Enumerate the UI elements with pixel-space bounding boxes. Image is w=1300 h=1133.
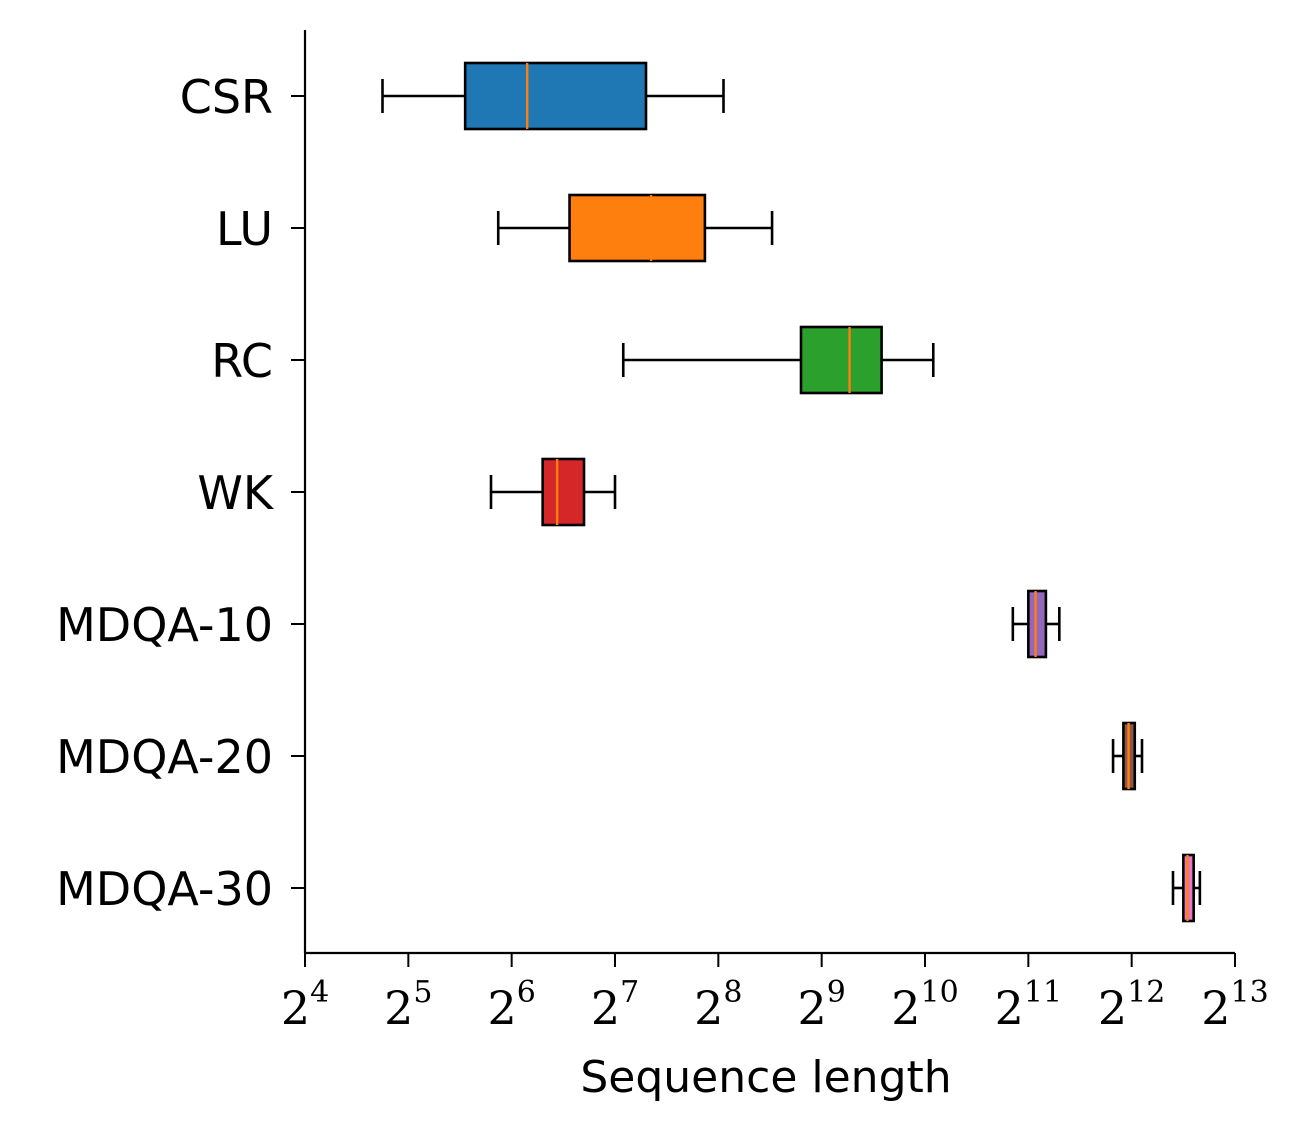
x-tick-label: 212 (1098, 975, 1165, 1035)
iqr-box (463, 61, 648, 131)
box-RC (621, 325, 935, 395)
axes-layer (291, 30, 1236, 967)
y-tick-label: WK (197, 466, 274, 520)
y-tick-label: MDQA-20 (56, 730, 273, 784)
x-tick-label: 24 (281, 975, 329, 1035)
iqr-box (799, 325, 883, 395)
x-tick-label: 26 (487, 975, 535, 1035)
x-tick-label: 28 (694, 975, 742, 1035)
y-tick-label: MDQA-10 (56, 598, 273, 652)
x-tick-label: 25 (384, 975, 432, 1035)
x-tick-label: 213 (1201, 975, 1268, 1035)
iqr-box (1027, 589, 1048, 659)
iqr-box (541, 457, 586, 527)
y-tick-label: RC (211, 334, 273, 388)
x-tick-label: 29 (797, 975, 845, 1035)
boxes-layer (381, 61, 1202, 923)
x-tick-label: 211 (995, 975, 1062, 1035)
x-axis-title: Sequence length (580, 1052, 951, 1103)
box-MDQA-30 (1171, 853, 1202, 923)
box-MDQA-10 (1011, 589, 1061, 659)
box-CSR (381, 61, 725, 131)
y-tick-label: CSR (180, 70, 273, 124)
box-MDQA-20 (1111, 721, 1144, 791)
y-tick-label: MDQA-30 (56, 862, 273, 916)
y-tick-label: LU (216, 202, 273, 256)
x-tick-label: 210 (891, 975, 958, 1035)
box-LU (496, 193, 774, 263)
iqr-box (568, 193, 707, 263)
labels-layer: CSR LU RC WK MDQA-10 MDQA-20 MDQA-30 24 25 26 27 28… (56, 70, 1269, 1035)
box-WK (489, 457, 617, 527)
x-tick-label: 27 (591, 975, 639, 1035)
